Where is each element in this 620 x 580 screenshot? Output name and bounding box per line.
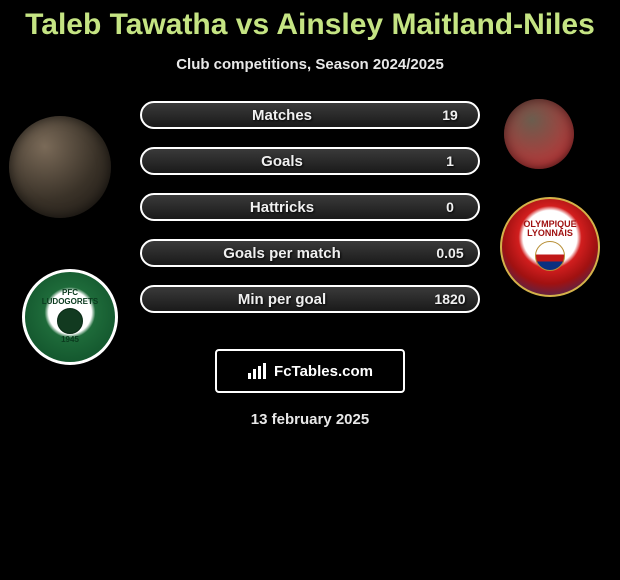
stat-label: Goals [142, 153, 422, 170]
player-right-name: Ainsley Maitland-Niles [276, 8, 594, 41]
stat-label: Goals per match [142, 245, 422, 262]
date-text: 13 february 2025 [0, 411, 620, 428]
club-left-line3: 1945 [42, 336, 98, 344]
club-left-line2: LUDOGORETS [42, 298, 98, 306]
stat-value: 1820 [422, 291, 478, 307]
club-right-line2: LYONNAIS [523, 229, 576, 238]
stat-label: Hattricks [142, 199, 422, 216]
club-left-emblem-icon [57, 308, 83, 334]
player-right-avatar [504, 99, 574, 169]
content-area: PFC LUDOGORETS 1945 OLYMPIQUE LYONNAIS M… [0, 101, 620, 428]
stat-bar: Goals per match 0.05 [140, 239, 480, 267]
player-left-avatar [9, 116, 111, 218]
stat-value: 1 [422, 153, 478, 169]
subtitle: Club competitions, Season 2024/2025 [0, 56, 620, 73]
brand-badge: FcTables.com [215, 349, 405, 393]
stat-bar: Matches 19 [140, 101, 480, 129]
stat-value: 0.05 [422, 245, 478, 261]
stat-value: 0 [422, 199, 478, 215]
stat-value: 19 [422, 107, 478, 123]
stat-bar: Goals 1 [140, 147, 480, 175]
stat-bar: Hattricks 0 [140, 193, 480, 221]
club-right-emblem-icon [535, 241, 565, 271]
bar-chart-icon [247, 362, 269, 380]
club-right-logo: OLYMPIQUE LYONNAIS [500, 197, 600, 297]
stat-label: Matches [142, 107, 422, 124]
brand-text: FcTables.com [274, 363, 373, 380]
comparison-title: Taleb Tawatha vs Ainsley Maitland-Niles [0, 0, 620, 42]
player-left-name: Taleb Tawatha [25, 8, 227, 41]
stat-bar: Min per goal 1820 [140, 285, 480, 313]
club-left-logo: PFC LUDOGORETS 1945 [22, 269, 118, 365]
stat-label: Min per goal [142, 291, 422, 308]
stat-bars: Matches 19 Goals 1 Hattricks 0 Goals per… [140, 101, 480, 313]
vs-separator: vs [236, 8, 269, 41]
